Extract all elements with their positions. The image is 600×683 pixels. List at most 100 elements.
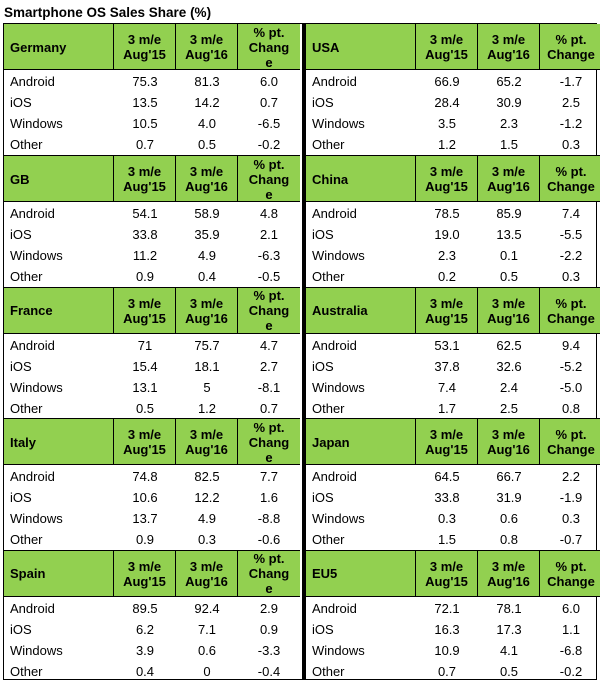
col-change-header: % pt.Change xyxy=(547,427,595,458)
table-row: Windows 3.9 0.6 -3.3 xyxy=(10,642,281,658)
col-aug16-header: 3 m/e Aug'16 xyxy=(176,419,238,466)
table-row: Android 66.9 65.2 -1.7 xyxy=(312,74,583,89)
col-change-header: % pt.Change xyxy=(547,164,595,195)
table-row: iOS 10.6 12.2 1.6 xyxy=(10,490,279,506)
table-row: Other 0.7 0.5 -0.2 xyxy=(312,663,583,679)
table-row: Android 78.5 85.9 7.4 xyxy=(312,206,581,222)
region-block-australia: Australia 3 m/e Aug'15 3 m/e Aug'16 % pt. C… xyxy=(306,286,600,418)
region-header: Italy 3 m/e Aug'15 3 m/e Aug'16 % pt. Chang… xyxy=(4,419,300,466)
table-row: Windows 10.9 4.1 -6.8 xyxy=(312,642,583,658)
table-row: Android 64.5 66.7 2.2 xyxy=(312,469,581,485)
sales-share-grid: Germany 3 m/e Aug'15 3 m/e Aug'16 % pt. Cha… xyxy=(3,23,600,681)
table-row: Windows 3.5 2.3 -1.2 xyxy=(312,116,583,131)
col-aug16-header: 3 m/e Aug'16 xyxy=(478,419,540,466)
region-header: Japan 3 m/e Aug'15 3 m/e Aug'16 % pt. Chang… xyxy=(306,419,600,466)
col-aug16-header: 3 m/e Aug'16 xyxy=(478,24,540,70)
col-aug15-header: 3 m/e Aug'15 xyxy=(114,550,176,597)
table-row: iOS 37.8 32.6 -5.2 xyxy=(312,358,583,374)
region-name: Australia xyxy=(306,287,416,334)
region-header: USA 3 m/e Aug'15 3 m/e Aug'16 % pt. Change xyxy=(306,24,600,70)
table-row: Other 1.7 2.5 0.8 xyxy=(312,400,581,416)
col-aug16-header: 3 m/e Aug'16 xyxy=(478,287,540,334)
col-change-header: % pt.Change xyxy=(547,295,595,326)
table-row: Windows 10.5 4.0 -6.5 xyxy=(10,116,281,131)
table-row: Android 75.3 81.3 6.0 xyxy=(10,74,279,89)
table-row: Windows 13.1 5 -8.1 xyxy=(10,379,281,395)
table-row: Android 74.8 82.5 7.7 xyxy=(10,469,279,485)
table-row: Other 1.2 1.5 0.3 xyxy=(312,137,581,152)
table-row: Windows 2.3 0.1 -2.2 xyxy=(312,248,583,264)
region-name: USA xyxy=(306,24,416,70)
col-aug15-header: 3 m/e Aug'15 xyxy=(114,419,176,466)
col-aug15-header: 3 m/e Aug'15 xyxy=(114,156,176,203)
region-header: GB 3 m/e Aug'15 3 m/e Aug'16 % pt. Chang e xyxy=(4,156,300,203)
region-block-italy: Italy 3 m/e Aug'15 3 m/e Aug'16 % pt. Chang… xyxy=(4,418,300,549)
table-row: Other 0.9 0.4 -0.5 xyxy=(10,269,281,285)
region-block-germany: Germany 3 m/e Aug'15 3 m/e Aug'16 % pt. Cha… xyxy=(4,24,300,155)
table-row: iOS 19.0 13.5 -5.5 xyxy=(312,227,583,243)
table-row: iOS 13.5 14.2 0.7 xyxy=(10,95,279,110)
region-name: Italy xyxy=(4,419,114,466)
table-row: Other 0.4 0 -0.4 xyxy=(10,663,281,679)
table-row: iOS 16.3 17.3 1.1 xyxy=(312,621,581,637)
table-row: Windows 7.4 2.4 -5.0 xyxy=(312,379,583,395)
region-header: China 3 m/e Aug'15 3 m/e Aug'16 % pt. Chang… xyxy=(306,156,600,203)
table-row: Other 0.5 1.2 0.7 xyxy=(10,400,279,416)
col-change-header: % pt.Change xyxy=(547,558,595,589)
col-aug16-header: 3 m/e Aug'16 xyxy=(478,156,540,203)
region-name: GB xyxy=(4,156,114,203)
col-aug16-header: 3 m/e Aug'16 xyxy=(478,550,540,597)
table-row: Android 71 75.7 4.7 xyxy=(10,337,279,353)
region-name: Japan xyxy=(306,419,416,466)
table-row: Windows 0.3 0.6 0.3 xyxy=(312,511,581,527)
table-row: Other 0.9 0.3 -0.6 xyxy=(10,532,281,548)
col-change-header: % pt.Change xyxy=(547,32,595,62)
region-block-eu5: EU5 3 m/e Aug'15 3 m/e Aug'16 % pt. Change … xyxy=(306,549,600,681)
col-aug16-header: 3 m/e Aug'16 xyxy=(176,550,238,597)
table-row: Android 72.1 78.1 6.0 xyxy=(312,600,581,616)
table-row: Windows 13.7 4.9 -8.8 xyxy=(10,511,281,527)
col-aug15-header: 3 m/e Aug'15 xyxy=(416,156,478,203)
region-header: Germany 3 m/e Aug'15 3 m/e Aug'16 % pt. Cha… xyxy=(4,24,300,70)
region-block-spain: Spain 3 m/e Aug'15 3 m/e Aug'16 % pt. Chang… xyxy=(4,549,300,681)
region-header: EU5 3 m/e Aug'15 3 m/e Aug'16 % pt. Change xyxy=(306,550,600,597)
table-row: Android 54.1 58.9 4.8 xyxy=(10,206,279,222)
col-aug15-header: 3 m/e Aug'15 xyxy=(416,287,478,334)
region-block-japan: Japan 3 m/e Aug'15 3 m/e Aug'16 % pt. Chang… xyxy=(306,418,600,549)
table-row: Other 0.7 0.5 -0.2 xyxy=(10,137,281,152)
page-title: Smartphone OS Sales Share (%) xyxy=(4,5,212,20)
region-block-usa: USA 3 m/e Aug'15 3 m/e Aug'16 % pt. Change … xyxy=(306,24,600,155)
region-header: Australia 3 m/e Aug'15 3 m/e Aug'16 % pt. C… xyxy=(306,287,600,334)
region-name: EU5 xyxy=(306,550,416,597)
region-block-gb: GB 3 m/e Aug'15 3 m/e Aug'16 % pt. Chang e A… xyxy=(4,155,300,286)
col-aug15-header: 3 m/e Aug'15 xyxy=(114,287,176,334)
region-block-france: France 3 m/e Aug'15 3 m/e Aug'16 % pt. Chan… xyxy=(4,286,300,418)
col-aug15-header: 3 m/e Aug'15 xyxy=(416,550,478,597)
table-row: Windows 11.2 4.9 -6.3 xyxy=(10,248,281,264)
col-aug16-header: 3 m/e Aug'16 xyxy=(176,156,238,203)
column-separator xyxy=(302,24,306,679)
col-aug15-header: 3 m/e Aug'15 xyxy=(416,24,478,70)
table-row: Android 53.1 62.5 9.4 xyxy=(312,337,581,353)
table-row: iOS 33.8 31.9 -1.9 xyxy=(312,490,583,506)
region-header: France 3 m/e Aug'15 3 m/e Aug'16 % pt. Chan… xyxy=(4,287,300,334)
table-row: Other 0.2 0.5 0.3 xyxy=(312,269,581,285)
region-name: China xyxy=(306,156,416,203)
table-row: iOS 6.2 7.1 0.9 xyxy=(10,621,279,637)
table-row: iOS 33.8 35.9 2.1 xyxy=(10,227,279,243)
region-header: Spain 3 m/e Aug'15 3 m/e Aug'16 % pt. Chang… xyxy=(4,550,300,597)
region-name: France xyxy=(4,287,114,334)
region-name: Germany xyxy=(4,24,114,70)
col-aug15-header: 3 m/e Aug'15 xyxy=(416,419,478,466)
region-name: Spain xyxy=(4,550,114,597)
col-aug15-header: 3 m/e Aug'15 xyxy=(114,24,176,70)
table-row: Android 89.5 92.4 2.9 xyxy=(10,600,279,616)
table-row: iOS 15.4 18.1 2.7 xyxy=(10,358,279,374)
table-row: Other 1.5 0.8 -0.7 xyxy=(312,532,583,548)
region-block-china: China 3 m/e Aug'15 3 m/e Aug'16 % pt. Chang… xyxy=(306,155,600,286)
